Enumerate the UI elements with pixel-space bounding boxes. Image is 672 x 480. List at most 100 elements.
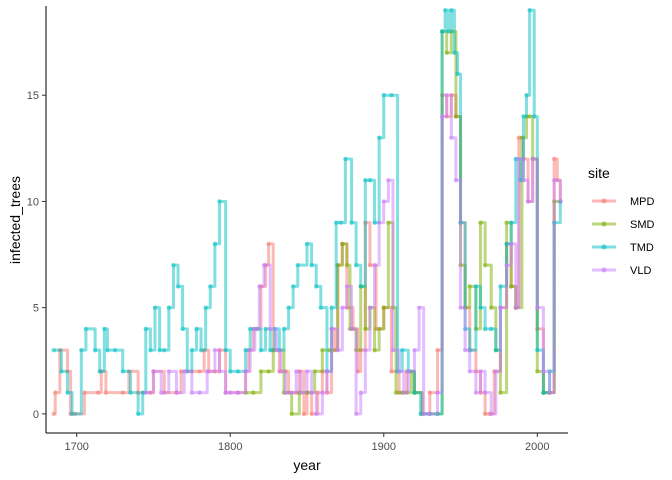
data-point [482,390,488,395]
data-point [320,390,325,395]
data-point [278,369,284,374]
data-point [389,369,394,374]
data-point [197,369,202,374]
data-point [162,347,167,353]
data-point [151,369,156,374]
data-point [367,262,373,268]
data-point [376,220,382,225]
legend-label: TMD [630,242,654,254]
data-point [478,220,483,225]
data-point [266,241,271,247]
data-point [312,369,317,374]
data-point [376,135,382,140]
data-point [309,390,314,395]
data-point [508,241,514,247]
series-tmd [51,8,563,417]
data-point [421,411,426,417]
data-point [103,390,109,395]
data-point [482,262,488,268]
data-point [504,241,509,247]
x-tick-label: 1800 [218,441,242,453]
data-point [527,114,532,119]
data-point [166,369,172,374]
data-point [406,369,411,374]
data-point [551,156,557,162]
data-point [372,220,377,225]
data-point [376,326,382,332]
legend-label: MPD [630,196,655,208]
data-point [158,390,164,395]
data-point [51,347,56,353]
data-point [498,284,503,289]
data-point [97,369,102,374]
data-point [453,177,459,183]
data-point [389,93,394,98]
data-point [399,347,405,353]
data-point [152,305,158,310]
data-point [435,390,440,395]
series-line-tmd [53,8,562,416]
data-point [228,390,233,395]
legend-label: SMD [630,219,655,231]
legend-item-vld: VLD [592,265,651,277]
data-point [449,8,454,13]
data-point [283,390,288,395]
data-point [274,347,279,353]
data-point [353,262,359,268]
data-point [535,305,540,310]
data-point [258,369,264,374]
data-point [243,369,248,374]
legend-key-dot [601,244,607,250]
data-point [205,369,210,374]
data-point [452,50,457,55]
data-point [83,326,89,332]
data-point [386,220,391,225]
data-point [212,241,218,247]
data-point [51,411,56,417]
data-point [217,369,222,374]
data-point [527,8,532,13]
data-point [143,326,148,332]
data-point [263,326,268,332]
data-point [247,347,253,353]
data-point [251,390,256,395]
data-point [178,369,184,374]
legend-title: site [588,165,610,181]
data-point [482,411,488,417]
data-point [396,369,402,374]
data-point [96,390,101,395]
data-point [309,411,314,417]
x-ticks: 1700 1800 1900 2000 [64,433,550,453]
data-point [212,347,218,353]
data-point [458,305,463,310]
data-point [228,369,233,374]
x-tick-label: 1700 [64,441,88,453]
data-point [304,241,310,247]
data-point [535,347,540,353]
data-point [252,326,257,332]
data-point [467,284,472,289]
data-point [194,326,199,332]
data-point [449,135,454,140]
data-point [541,390,546,395]
data-point [493,369,499,374]
data-point [386,177,391,183]
x-axis-title: year [293,457,321,473]
data-point [462,347,468,353]
data-point [390,347,396,353]
data-point [344,284,350,289]
data-point [298,390,304,395]
data-point [120,369,125,374]
data-point [551,177,557,183]
data-point [367,177,373,183]
data-point [473,390,479,395]
legend: site MPD SMD TMD VLD [588,165,655,277]
data-point [79,347,84,353]
series-line-vld [145,93,562,416]
data-point [412,390,417,395]
data-point [189,390,195,395]
data-point [508,220,514,225]
data-point [530,156,535,162]
data-point [482,326,488,332]
